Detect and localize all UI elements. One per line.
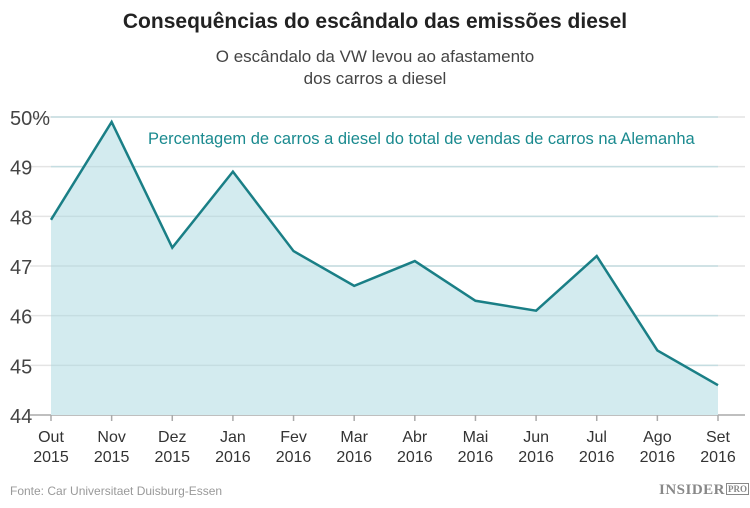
chart-title: Consequências do escândalo das emissões …	[122, 10, 628, 33]
x-tick-label-month: Mar	[340, 429, 368, 446]
x-tick-label-month: Jan	[220, 429, 246, 446]
x-tick-label-month: Ago	[643, 429, 672, 446]
x-tick-label-month: Fev	[280, 429, 307, 446]
x-tick-label-year: 2016	[640, 449, 676, 466]
x-tick-label-year: 2016	[397, 449, 433, 466]
y-tick-label: 49	[10, 158, 32, 180]
x-tick-label-month: Nov	[97, 429, 125, 446]
x-tick-label-month: Set	[706, 429, 731, 446]
logo-sub: PRO	[726, 483, 750, 495]
y-tick-label: 50%	[10, 108, 50, 130]
x-tick-label-year: 2015	[33, 449, 69, 466]
x-tick-label-year: 2015	[94, 449, 130, 466]
x-tick-label-month: Abr	[402, 429, 428, 446]
x-tick-label-year: 2016	[579, 449, 615, 466]
x-tick-label-year: 2015	[154, 449, 190, 466]
x-tick-label-month: Out	[38, 429, 64, 446]
x-tick-label-month: Dez	[158, 429, 186, 446]
y-tick-label: 44	[10, 406, 32, 428]
subtitle-line-2: dos carros a diesel	[303, 69, 447, 88]
source-note: Fonte: Car Universitaet Duisburg-Essen	[10, 484, 223, 498]
y-tick-label: 46	[10, 307, 32, 329]
x-tick-label-year: 2016	[276, 449, 312, 466]
x-tick-label-year: 2016	[215, 449, 251, 466]
chart-annotation: Percentagem de carros a diesel do total …	[148, 130, 695, 148]
x-tick-label-month: Jul	[587, 429, 607, 446]
insider-pro-logo: INSIDER PRO	[659, 482, 750, 499]
x-tick-label-month: Mai	[463, 429, 489, 446]
chart-subtitle: O escândalo da VW levou ao afastamento d…	[0, 46, 750, 90]
x-tick-label-year: 2016	[458, 449, 494, 466]
x-tick-label-year: 2016	[700, 449, 736, 466]
series-line	[49, 119, 719, 387]
subtitle-line-1: O escândalo da VW levou ao afastamento	[215, 47, 535, 66]
y-tick-label: 47	[10, 257, 32, 279]
y-tick-label: 45	[10, 356, 32, 378]
x-tick-label-year: 2016	[336, 449, 372, 466]
logo-main: INSIDER	[659, 482, 726, 498]
x-tick-label-year: 2016	[518, 449, 554, 466]
y-tick-label: 48	[10, 207, 32, 229]
area-fill	[51, 121, 718, 415]
x-tick-label-month: Jun	[523, 429, 549, 446]
